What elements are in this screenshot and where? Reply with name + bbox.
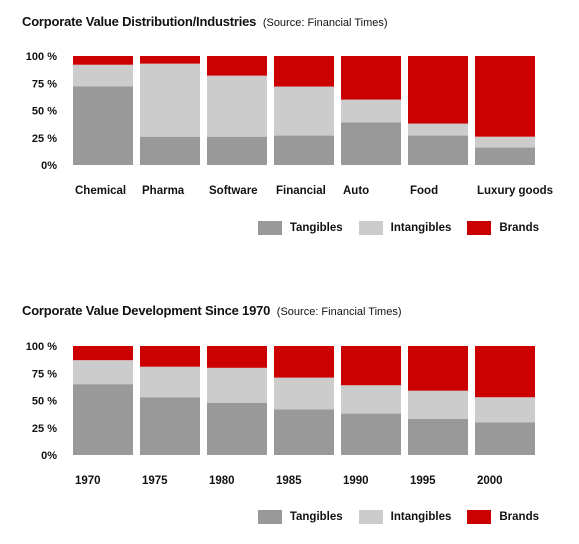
bar-segment-tangibles bbox=[341, 413, 401, 455]
y-tick-label: 0% bbox=[41, 160, 57, 172]
bar-segment-intangibles bbox=[475, 136, 535, 148]
bar-segment-brands bbox=[341, 56, 401, 100]
bar-segment-tangibles bbox=[140, 397, 200, 455]
bar-segment-tangibles bbox=[73, 384, 133, 455]
bar-segment-intangibles bbox=[140, 366, 200, 398]
y-tick-label: 25 % bbox=[32, 133, 57, 145]
bar-segment-intangibles bbox=[408, 123, 468, 136]
bar-segment-tangibles bbox=[274, 409, 334, 455]
y-tick-label: 100 % bbox=[26, 341, 57, 353]
bar-segment-intangibles bbox=[207, 367, 267, 403]
legend-swatch-intangibles bbox=[358, 221, 383, 235]
chart-title-text: Corporate Value Distribution/Industries bbox=[22, 14, 257, 29]
bar-segment-tangibles bbox=[207, 136, 267, 165]
bar-segment-brands bbox=[140, 56, 200, 64]
y-tick-label: 50 % bbox=[32, 106, 57, 118]
y-tick-label: 25 % bbox=[32, 423, 57, 435]
bar-segment-intangibles bbox=[341, 99, 401, 123]
bar-segment-tangibles bbox=[408, 135, 468, 165]
chart-title: Corporate Value Development Since 1970 (… bbox=[22, 303, 402, 318]
bar-segment-brands bbox=[73, 346, 133, 361]
legend-label: Tangibles bbox=[289, 511, 343, 523]
legend-label: Intangibles bbox=[390, 511, 452, 523]
legend-swatch-brands bbox=[467, 510, 492, 524]
category-label: Food bbox=[410, 185, 438, 197]
legend-label: Tangibles bbox=[289, 222, 343, 234]
chart-source: (Source: Financial Times) bbox=[276, 306, 402, 318]
bar-segment-intangibles bbox=[408, 390, 468, 420]
bar-segment-brands bbox=[207, 346, 267, 368]
bar-segment-tangibles bbox=[475, 147, 535, 165]
chart-title-text: Corporate Value Development Since 1970 bbox=[22, 303, 271, 318]
bar-segment-brands bbox=[341, 346, 401, 386]
category-label: 1995 bbox=[410, 475, 436, 487]
legend: Tangibles Intangibles Brands bbox=[242, 510, 539, 524]
y-tick-label: 50 % bbox=[32, 396, 57, 408]
legend: Tangibles Intangibles Brands bbox=[242, 221, 539, 235]
legend-label: Brands bbox=[499, 222, 539, 234]
category-label: 2000 bbox=[477, 475, 503, 487]
bar-segment-tangibles bbox=[475, 422, 535, 455]
bar-segment-brands bbox=[140, 346, 200, 367]
y-tick-label: 75 % bbox=[32, 78, 57, 90]
category-label: 1980 bbox=[209, 475, 235, 487]
category-label: Software bbox=[209, 185, 258, 197]
category-label: Chemical bbox=[75, 185, 126, 197]
bar-segment-brands bbox=[475, 346, 535, 398]
legend-item-intangibles: Intangibles bbox=[358, 510, 452, 524]
bar-segment-intangibles bbox=[73, 360, 133, 385]
y-tick-label: 100 % bbox=[26, 51, 57, 63]
bar-segment-intangibles bbox=[274, 86, 334, 136]
bar-segment-brands bbox=[408, 56, 468, 124]
bar-segment-intangibles bbox=[475, 397, 535, 423]
category-label: 1975 bbox=[142, 475, 168, 487]
category-label: 1985 bbox=[276, 475, 302, 487]
bar-segment-tangibles bbox=[140, 136, 200, 165]
legend-item-brands: Brands bbox=[467, 510, 539, 524]
legend-item-tangibles: Tangibles bbox=[257, 221, 343, 235]
category-label: 1970 bbox=[75, 475, 101, 487]
bar-segment-intangibles bbox=[274, 377, 334, 410]
category-label: Luxury goods bbox=[477, 185, 553, 197]
bar-segment-intangibles bbox=[73, 64, 133, 87]
category-label: 1990 bbox=[343, 475, 369, 487]
legend-item-tangibles: Tangibles bbox=[257, 510, 343, 524]
legend-item-intangibles: Intangibles bbox=[358, 221, 452, 235]
chart-title: Corporate Value Distribution/Industries … bbox=[22, 14, 388, 29]
bar-segment-tangibles bbox=[341, 122, 401, 165]
bar-segment-brands bbox=[207, 56, 267, 76]
legend-swatch-intangibles bbox=[358, 510, 383, 524]
bar-segment-intangibles bbox=[207, 75, 267, 137]
legend-label: Intangibles bbox=[390, 222, 452, 234]
bar-segment-brands bbox=[408, 346, 468, 391]
bar-segment-brands bbox=[475, 56, 535, 137]
legend-swatch-tangibles bbox=[257, 221, 282, 235]
chart-plot-development: 100 % 75 % 50 % 25 % 0% 1970 1975 1980 1985 1990 1… bbox=[26, 341, 535, 487]
bar-segment-tangibles bbox=[207, 402, 267, 455]
legend-swatch-brands bbox=[467, 221, 492, 235]
legend-label: Brands bbox=[499, 511, 539, 523]
bar-segment-brands bbox=[274, 346, 334, 378]
bar-segment-intangibles bbox=[140, 63, 200, 137]
legend-item-brands: Brands bbox=[467, 221, 539, 235]
bar-segment-tangibles bbox=[274, 135, 334, 165]
bar-segment-brands bbox=[73, 56, 133, 65]
category-label: Auto bbox=[343, 185, 369, 197]
category-label: Pharma bbox=[142, 185, 185, 197]
bar-segment-intangibles bbox=[341, 385, 401, 414]
chart-plot-industries: 100 % 75 % 50 % 25 % 0% Chemical Pharma Softwar… bbox=[26, 51, 553, 197]
bar-segment-brands bbox=[274, 56, 334, 87]
chart-source: (Source: Financial Times) bbox=[262, 17, 388, 29]
y-tick-label: 0% bbox=[41, 450, 57, 462]
category-label: Financial bbox=[276, 185, 326, 197]
bar-segment-tangibles bbox=[73, 86, 133, 165]
bar-segment-tangibles bbox=[408, 419, 468, 455]
y-tick-label: 75 % bbox=[32, 368, 57, 380]
legend-swatch-tangibles bbox=[257, 510, 282, 524]
